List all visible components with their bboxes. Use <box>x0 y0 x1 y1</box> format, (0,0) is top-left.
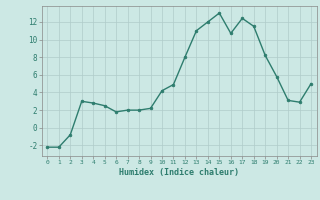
X-axis label: Humidex (Indice chaleur): Humidex (Indice chaleur) <box>119 168 239 177</box>
